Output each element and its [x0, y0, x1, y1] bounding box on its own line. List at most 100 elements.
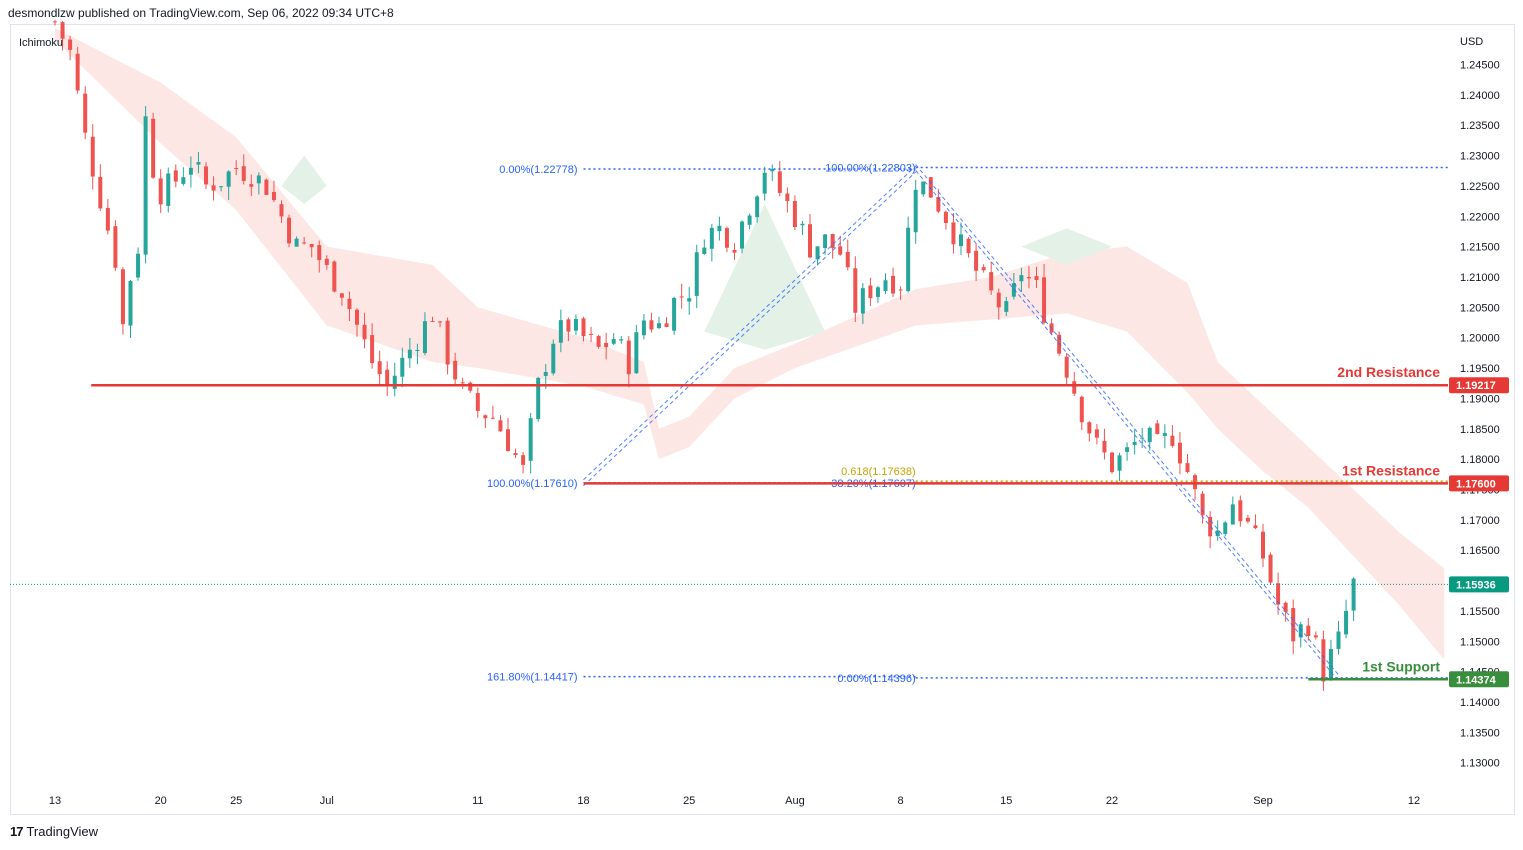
- first-support-label: 1st Support: [1362, 658, 1440, 674]
- candle-body: [830, 233, 835, 249]
- candle-body: [611, 339, 616, 344]
- x-tick-label: Sep: [1253, 795, 1273, 807]
- candle-body: [75, 53, 80, 91]
- candle-body: [928, 177, 933, 198]
- candle-body: [1261, 531, 1265, 559]
- candle-body: [1125, 447, 1130, 452]
- second-resistance-tag-text: 1.19217: [1456, 380, 1496, 392]
- candle-body: [339, 293, 344, 298]
- candle-body: [355, 309, 359, 325]
- candle-body: [204, 166, 208, 185]
- candle-body: [1011, 283, 1016, 297]
- tradingview-brand: TradingView: [26, 824, 99, 839]
- candle-body: [407, 349, 412, 359]
- bullish-cloud-2: [704, 204, 826, 350]
- candle-body: [430, 320, 435, 322]
- candle-body: [264, 179, 269, 195]
- fib-trendline-up: [583, 171, 917, 487]
- tradingview-logo[interactable]: 17 TradingView: [10, 824, 98, 839]
- candle-body: [1328, 648, 1333, 680]
- candle-body: [226, 171, 231, 187]
- candle-body: [573, 318, 578, 331]
- x-tick-label: 13: [49, 795, 61, 807]
- candle-body: [981, 267, 986, 271]
- candle-body: [777, 171, 782, 193]
- candle-body: [1170, 435, 1175, 446]
- candle-body: [543, 371, 548, 376]
- candle-body: [1132, 441, 1137, 445]
- candle-body: [1094, 429, 1099, 438]
- candle-body: [468, 382, 473, 391]
- candle-body: [256, 175, 261, 184]
- fib-retracement-label: 100.00%(1.17610): [487, 478, 578, 490]
- candle-body: [271, 191, 276, 201]
- candle-body: [513, 453, 518, 456]
- candle-body: [1162, 433, 1167, 436]
- candle-body: [1177, 442, 1182, 464]
- chart-panel[interactable]: [10, 24, 1515, 815]
- candle-body: [959, 234, 963, 247]
- candle-body: [188, 167, 193, 175]
- candle-body: [302, 242, 307, 244]
- y-tick-label: 1.24000: [1460, 90, 1500, 102]
- fib-trendline-up: [583, 165, 917, 481]
- y-tick-label: 1.17000: [1460, 515, 1500, 527]
- candle-body: [808, 224, 812, 258]
- candle-body: [762, 172, 767, 194]
- y-tick-label: 1.19000: [1460, 393, 1500, 405]
- candle-body: [377, 361, 382, 375]
- candle-body: [989, 272, 994, 291]
- candle-body: [438, 321, 443, 323]
- candle-body: [732, 249, 737, 253]
- candle-body: [347, 298, 352, 309]
- x-tick-label: 15: [1000, 795, 1012, 807]
- bearish-cloud: [55, 28, 1445, 660]
- candle-body: [453, 360, 458, 380]
- candle-body: [528, 418, 533, 461]
- candle-body: [370, 335, 375, 364]
- candle-body: [558, 320, 563, 343]
- candle-body: [1087, 422, 1092, 434]
- candle-body: [128, 281, 133, 326]
- x-tick-label: 18: [577, 795, 589, 807]
- y-tick-label: 1.21000: [1460, 272, 1500, 284]
- y-tick-label: 1.14000: [1460, 697, 1500, 709]
- publish-header: desmondlzw published on TradingView.com,…: [8, 6, 394, 20]
- x-tick-label: 25: [683, 795, 695, 807]
- candle-body: [906, 227, 911, 292]
- candle-body: [83, 93, 88, 133]
- candle-body: [891, 275, 896, 294]
- candle-body: [120, 269, 125, 325]
- x-tick-label: 11: [472, 795, 483, 807]
- candle-body: [687, 298, 692, 302]
- candle-body: [385, 369, 390, 386]
- candle-body: [536, 377, 541, 419]
- candle-body: [68, 39, 73, 50]
- price-tags: 1.19217 1.17600 1.15936 1.14374: [1449, 377, 1509, 688]
- y-tick-label: 1.16500: [1460, 545, 1500, 557]
- candle-body: [173, 170, 178, 182]
- candle-body: [634, 332, 639, 374]
- fib-retracement-label: 161.80%(1.14417): [487, 672, 578, 684]
- candle-body: [679, 296, 684, 298]
- candle-body: [98, 177, 103, 209]
- candle-body: [521, 455, 526, 465]
- candle-body: [845, 251, 850, 268]
- candle-body: [287, 217, 292, 244]
- candle-body: [619, 339, 624, 341]
- fib-extension-label: 0.00%(1.14396): [837, 673, 915, 685]
- candle-body: [460, 382, 465, 384]
- bullish-cloud-3: [1021, 228, 1112, 265]
- x-tick-label: 12: [1408, 795, 1420, 807]
- candle-body: [324, 258, 329, 265]
- candle-body: [755, 196, 760, 218]
- candle-body: [136, 253, 141, 278]
- candle-body: [1004, 301, 1009, 312]
- candle-body: [1283, 602, 1288, 612]
- candle-body: [415, 349, 420, 351]
- candle-body: [883, 280, 888, 291]
- candle-body: [1351, 578, 1356, 611]
- x-tick-label: 25: [230, 795, 242, 807]
- candle-body: [1344, 610, 1349, 635]
